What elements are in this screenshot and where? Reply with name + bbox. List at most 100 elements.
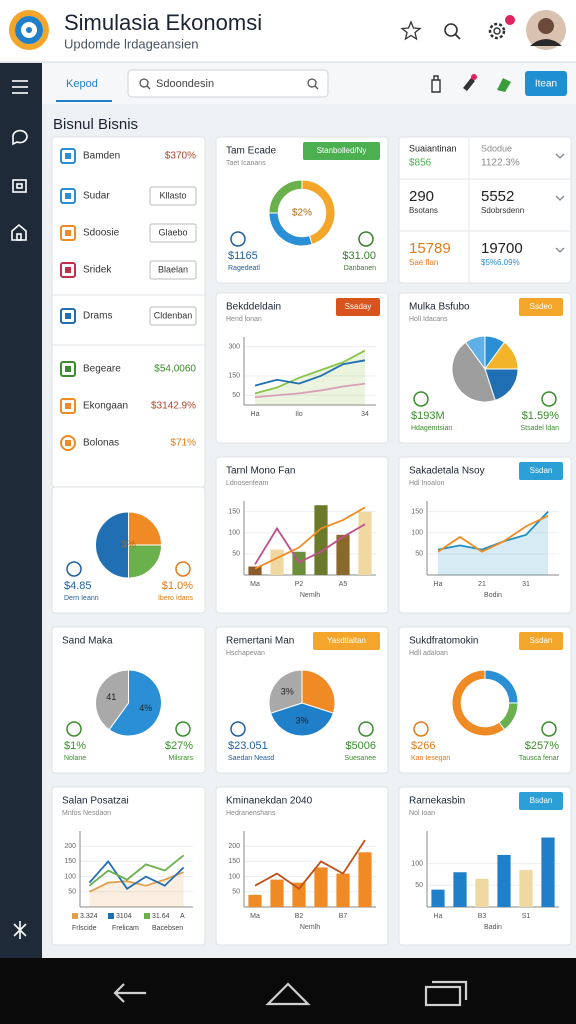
list-value: $3142.9% <box>151 401 196 412</box>
list-button[interactable] <box>149 186 197 206</box>
pie-slice <box>451 669 506 737</box>
bar <box>248 566 262 575</box>
stat-icon <box>358 231 374 247</box>
pie-slice <box>128 511 163 546</box>
card-title: Sand Maka <box>62 636 113 647</box>
card-button-label: Ssaday <box>345 302 372 311</box>
list-icon-dot <box>65 403 71 409</box>
line <box>254 506 366 570</box>
bar <box>453 872 467 907</box>
list-label: Bolonas <box>83 438 119 449</box>
pie-slice <box>268 669 303 714</box>
list-button-label: Kllasto <box>159 190 186 200</box>
stat-value: $1.59% <box>522 410 560 422</box>
stat-caption: Milsrars <box>169 755 194 762</box>
nav-buttons[interactable] <box>113 980 468 1007</box>
card-button[interactable] <box>519 298 563 316</box>
card <box>398 626 572 774</box>
card-button[interactable] <box>519 792 563 810</box>
bar <box>519 870 533 907</box>
card-button[interactable] <box>313 632 380 650</box>
stat-value: $257% <box>525 740 559 752</box>
card-title: Remertani Man <box>226 636 294 647</box>
list-value: $54,0060 <box>154 364 196 375</box>
list-label: Sridek <box>83 265 112 276</box>
stat-value: $31.00 <box>342 250 376 262</box>
list-button[interactable] <box>149 223 197 243</box>
stat-cell-caption: $856 <box>409 158 432 169</box>
card-subtitle: Hdll adaloan <box>409 650 448 657</box>
list-button[interactable] <box>149 306 197 326</box>
chevron[interactable] <box>555 153 565 159</box>
stat-cell-caption: $5%6.09% <box>481 258 520 267</box>
line <box>254 839 366 890</box>
stat-cell-value: 5552 <box>481 188 514 205</box>
stat-icon <box>66 721 82 737</box>
tab-label[interactable]: Kepod <box>66 78 98 90</box>
settings-icon[interactable] <box>488 15 515 40</box>
search-icon[interactable] <box>444 23 461 40</box>
line <box>88 854 185 887</box>
star-icon[interactable] <box>400 20 422 41</box>
avatar[interactable] <box>526 10 566 50</box>
pie-center-label: 3% <box>121 540 136 551</box>
y-tick-label: 300 <box>228 344 240 351</box>
y-tick-label: 50 <box>68 889 76 896</box>
card-button[interactable] <box>336 298 380 316</box>
stat-cell-value: 15789 <box>409 240 451 257</box>
x-tick-label: P2 <box>295 581 304 588</box>
stat-cell-value: Suaiantinan <box>409 143 457 153</box>
card-title: Sukdfratomokin <box>409 636 478 647</box>
legend-swatch <box>72 913 78 919</box>
list-value: $370% <box>165 151 196 162</box>
list-label: Begeare <box>83 364 121 375</box>
pie-slice <box>451 341 496 403</box>
card-subtitle: Nol Ioan <box>409 810 435 817</box>
line <box>254 523 366 565</box>
stat-value: $5006 <box>345 740 376 752</box>
search-box[interactable] <box>127 69 329 98</box>
list-icon <box>60 262 76 278</box>
stat-icon <box>413 721 429 737</box>
stat-caption: Ragedeatl <box>228 265 260 272</box>
toolbar-button-label: Itean <box>535 79 557 90</box>
card-button-label: Yasdtlaltan <box>327 636 366 645</box>
stat-caption: Tausca fenar <box>519 755 560 762</box>
stat-cell-caption: Sae flan <box>409 258 438 267</box>
list-button[interactable] <box>149 260 197 280</box>
x-tick-label: Ha <box>251 411 260 418</box>
line <box>437 514 549 553</box>
stat-cell-caption: 1122.3% <box>481 158 520 169</box>
list-label: Sdoosie <box>83 228 120 239</box>
card-title: Sakadetala Nsoy <box>409 466 485 477</box>
toolbar-icons[interactable] <box>431 74 511 93</box>
stat-value: $23.051 <box>228 740 268 752</box>
toolbar-button[interactable] <box>525 71 567 96</box>
chevron[interactable] <box>555 195 565 201</box>
bar <box>431 889 445 907</box>
stat-value: $1% <box>64 740 86 752</box>
list-icon-dot <box>65 230 71 236</box>
bar <box>475 878 489 907</box>
sidebar-icons[interactable] <box>11 80 28 939</box>
stat-value: $193M <box>411 410 445 422</box>
y-tick-label: 150 <box>228 508 240 515</box>
bar <box>358 852 372 907</box>
chart-caption: Bacebsen <box>152 925 183 932</box>
stat-icon <box>541 391 557 407</box>
y-tick-label: 50 <box>232 551 240 558</box>
line <box>88 859 185 890</box>
card-button[interactable] <box>519 632 563 650</box>
x-tick-label: A5 <box>339 581 348 588</box>
card-button[interactable] <box>303 142 380 160</box>
card-button[interactable] <box>519 462 563 480</box>
line <box>254 359 366 387</box>
stat-icon <box>175 561 191 577</box>
slice-label: 3% <box>281 687 294 697</box>
y-tick-label: 50 <box>415 882 423 889</box>
chevron[interactable] <box>555 247 565 253</box>
y-tick-label: 100 <box>228 873 240 880</box>
pie-slice <box>464 335 486 371</box>
pie-slice <box>484 368 519 402</box>
card-title: Mulka Bsfubo <box>409 302 470 313</box>
